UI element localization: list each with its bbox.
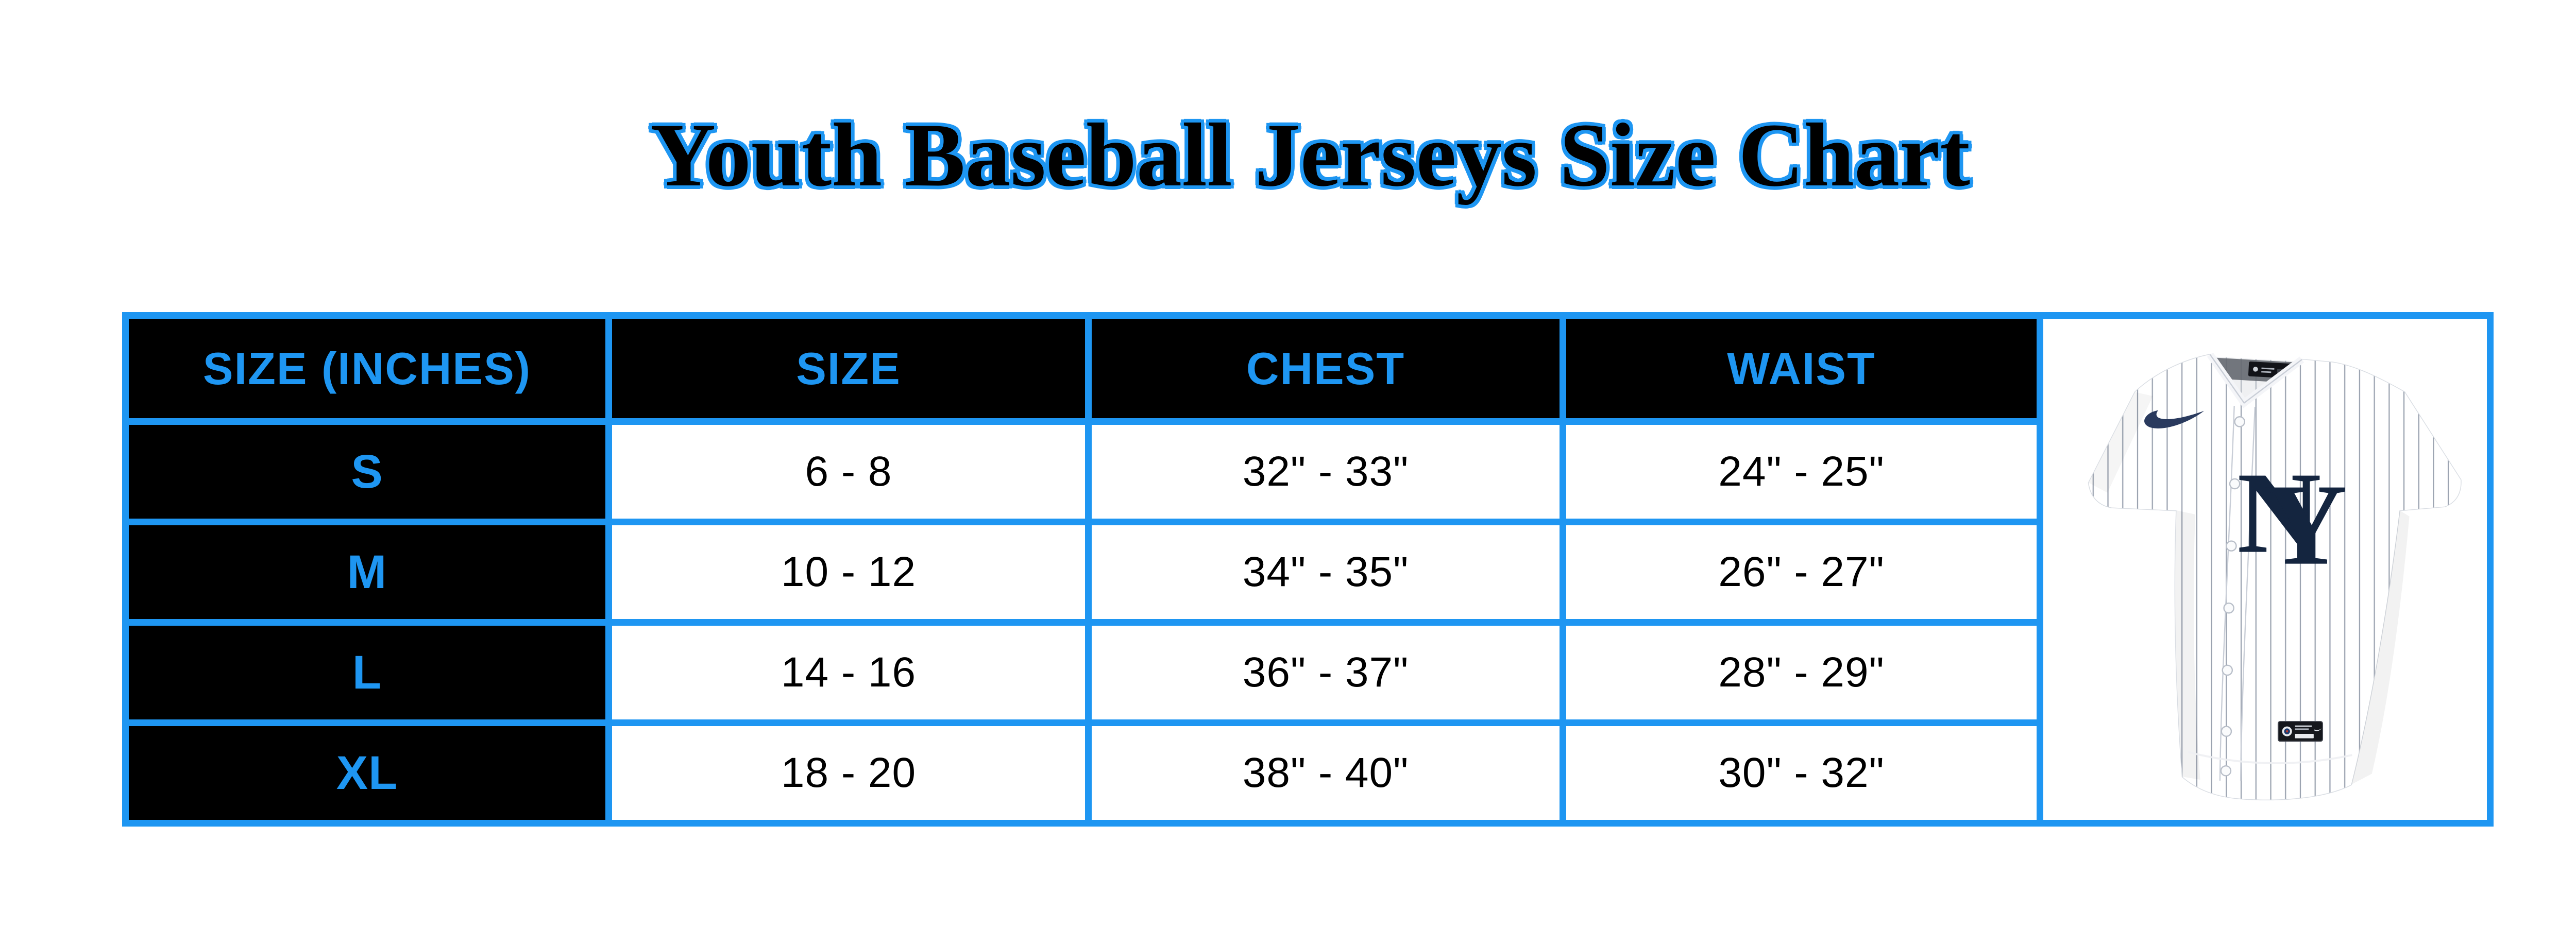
size-label-cell: L [122,619,612,726]
col-header-waist: WAIST [1560,312,2043,425]
buttons [2220,416,2245,777]
table-row: XL 18 - 20 38" - 40" 30" - 32" [122,719,2490,827]
ny-logo-letter-y: Y [2263,460,2347,589]
size-label-cell: XL [122,719,612,827]
waist-cell: 28" - 29" [1560,619,2043,726]
collar-trim [2207,352,2304,408]
button-placket [2219,405,2256,781]
col-header-size-inches: SIZE (INCHES) [122,312,612,425]
table-row: L 14 - 16 36" - 37" 28" - 29" [122,619,2490,726]
table-row: S 6 - 8 32" - 33" 24" - 25" [122,418,2490,525]
jock-tag-swoosh-icon [2314,728,2321,731]
waist-cell: 26" - 27" [1560,519,2043,626]
size-range-cell: 14 - 16 [605,619,1092,726]
col-header-size: SIZE [605,312,1092,425]
page-title: Youth Baseball Jerseys Size Chart [650,105,1970,205]
jock-tag [2277,720,2323,742]
size-range-cell: 10 - 12 [605,519,1092,626]
ny-logo: N Y [2237,448,2347,589]
header-row: SIZE (INCHES) SIZE CHEST WAIST [122,312,2494,827]
col-header-chest: CHEST [1085,312,1566,425]
chest-cell: 32" - 33" [1085,418,1566,525]
ny-logo-letter-n: N [2237,448,2321,577]
size-range-cell: 18 - 20 [605,719,1092,827]
size-range-cell: 6 - 8 [605,418,1092,525]
table-row: M 10 - 12 34" - 35" 26" - 27" [122,519,2490,626]
nike-swoosh-icon [2144,410,2204,428]
jersey-image: N Y [2088,352,2462,800]
waist-cell: 30" - 32" [1560,719,2043,827]
size-label-cell: S [122,418,612,525]
waist-cell: 24" - 25" [1560,418,2043,525]
jersey-cell: N Y [2037,312,2494,827]
chest-cell: 36" - 37" [1085,619,1566,726]
jersey-body [2088,353,2462,800]
chest-cell: 34" - 35" [1085,519,1566,626]
size-chart-table: SIZE (INCHES) SIZE CHEST WAIST [122,312,2494,827]
size-label-cell: M [122,519,612,626]
chest-cell: 38" - 40" [1085,719,1566,827]
